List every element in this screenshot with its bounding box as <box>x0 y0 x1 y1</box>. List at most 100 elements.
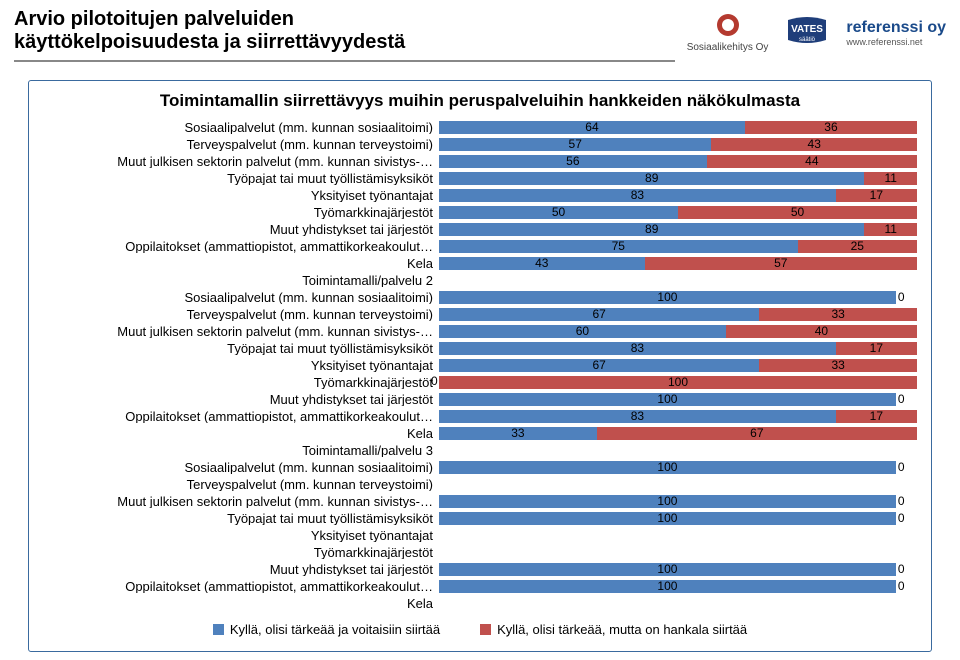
bar-segment-b: 44 <box>707 155 917 168</box>
bar-segment-b: 0 <box>896 495 917 508</box>
bar-area: 8911 <box>439 172 917 185</box>
row-label: Oppilaitokset (ammattiopistot, ammattiko… <box>43 580 439 594</box>
bar-segment-a: 83 <box>439 342 836 355</box>
chart-section-label: Terveyspalvelut (mm. kunnan terveystoimi… <box>43 476 917 493</box>
chart-row: Oppilaitokset (ammattiopistot, ammattiko… <box>43 578 917 595</box>
bar-area: 1000 <box>439 580 917 593</box>
bar-area: 6733 <box>439 308 917 321</box>
chart-row: Työmarkkinajärjestöt5050 <box>43 204 917 221</box>
chart-row: Yksityiset työnantajat8317 <box>43 187 917 204</box>
logo-sosiaalikehitys: Sosiaalikehitys Oy <box>687 12 769 53</box>
bar-area: 8911 <box>439 223 917 236</box>
logo-row: Sosiaalikehitys Oy VATESsäätiö referenss… <box>687 8 946 53</box>
chart-row: Terveyspalvelut (mm. kunnan terveystoimi… <box>43 136 917 153</box>
row-label: Työpajat tai muut työllistämisyksiköt <box>43 172 439 186</box>
chart-row: Sosiaalipalvelut (mm. kunnan sosiaalitoi… <box>43 119 917 136</box>
bar-area: 8317 <box>439 410 917 423</box>
chart-row: Muut yhdistykset tai järjestöt8911 <box>43 221 917 238</box>
chart-row: Yksityiset työnantajat6733 <box>43 357 917 374</box>
bar-area: 1000 <box>439 461 917 474</box>
bar-area: 1000 <box>439 495 917 508</box>
bar-segment-b: 50 <box>678 206 917 219</box>
bar-segment-b: 11 <box>864 223 917 236</box>
bar-segment-a: 50 <box>439 206 678 219</box>
title-underline <box>14 60 675 62</box>
page-title: Arvio pilotoitujen palveluiden käyttökel… <box>14 8 675 54</box>
chart-section-label: Toimintamalli/palvelu 2 <box>43 272 917 289</box>
bar-area: 7525 <box>439 240 917 253</box>
row-label: Työpajat tai muut työllistämisyksiköt <box>43 342 439 356</box>
logo3-text: referenssi oy <box>846 19 946 37</box>
logo1-text: Sosiaalikehitys Oy <box>687 42 769 53</box>
bar-segment-b: 0 <box>896 580 917 593</box>
bar-area <box>439 274 917 287</box>
bar-segment-b: 33 <box>759 308 917 321</box>
bar-area: 6436 <box>439 121 917 134</box>
bar-segment-a: 100 <box>439 580 896 593</box>
row-label: Yksityiset työnantajat <box>43 529 439 543</box>
chart-row: Muut julkisen sektorin palvelut (mm. kun… <box>43 493 917 510</box>
bar-area <box>439 529 917 542</box>
chart-row: Muut yhdistykset tai järjestöt1000 <box>43 561 917 578</box>
legend-item-a: Kyllä, olisi tärkeää ja voitaisiin siirt… <box>213 622 440 637</box>
row-label: Työmarkkinajärjestöt <box>43 546 439 560</box>
bar-segment-b: 0 <box>896 563 917 576</box>
row-label: Kela <box>43 257 439 271</box>
bar-segment-a: 100 <box>439 393 896 406</box>
row-label: Sosiaalipalvelut (mm. kunnan sosiaalitoi… <box>43 461 439 475</box>
chart-row: Sosiaalipalvelut (mm. kunnan sosiaalitoi… <box>43 289 917 306</box>
bar-area: 5050 <box>439 206 917 219</box>
row-label: Oppilaitokset (ammattiopistot, ammattiko… <box>43 410 439 424</box>
row-label: Terveyspalvelut (mm. kunnan terveystoimi… <box>43 138 439 152</box>
legend-swatch-a <box>213 624 224 635</box>
bar-segment-a: 100 <box>439 495 896 508</box>
bar-segment-a: 60 <box>439 325 726 338</box>
bar-segment-a: 67 <box>439 308 759 321</box>
row-label: Yksityiset työnantajat <box>43 359 439 373</box>
legend-item-b: Kyllä, olisi tärkeää, mutta on hankala s… <box>480 622 747 637</box>
bar-segment-b: 0 <box>896 393 917 406</box>
bar-segment-b: 36 <box>745 121 917 134</box>
bar-area: 6040 <box>439 325 917 338</box>
row-label: Toimintamalli/palvelu 3 <box>43 444 439 458</box>
bar-segment-b: 17 <box>836 410 917 423</box>
page-header: Arvio pilotoitujen palveluiden käyttökel… <box>0 0 960 62</box>
bar-segment-b: 25 <box>798 240 918 253</box>
row-label: Muut yhdistykset tai järjestöt <box>43 223 439 237</box>
bar-segment-a: 100 <box>439 461 896 474</box>
row-label: Sosiaalipalvelut (mm. kunnan sosiaalitoi… <box>43 121 439 135</box>
bar-segment-a: 100 <box>439 512 896 525</box>
bar-segment-a: 64 <box>439 121 745 134</box>
chart-rows: Sosiaalipalvelut (mm. kunnan sosiaalitoi… <box>43 119 917 612</box>
bar-segment-b: 33 <box>759 359 917 372</box>
chart-row: Sosiaalipalvelut (mm. kunnan sosiaalitoi… <box>43 459 917 476</box>
row-label: Terveyspalvelut (mm. kunnan terveystoimi… <box>43 478 439 492</box>
chart-section-label: Toimintamalli/palvelu 3 <box>43 442 917 459</box>
row-label: Kela <box>43 427 439 441</box>
bar-segment-b: 57 <box>645 257 917 270</box>
logo3-sub: www.referenssi.net <box>846 37 922 47</box>
legend-swatch-b <box>480 624 491 635</box>
chart-row: Terveyspalvelut (mm. kunnan terveystoimi… <box>43 306 917 323</box>
bar-segment-b: 0 <box>896 291 917 304</box>
bar-area: 3367 <box>439 427 917 440</box>
chart-row: Oppilaitokset (ammattiopistot, ammattiko… <box>43 238 917 255</box>
row-label: Muut yhdistykset tai järjestöt <box>43 393 439 407</box>
row-label: Työpajat tai muut työllistämisyksiköt <box>43 512 439 526</box>
bar-segment-b: 11 <box>864 172 917 185</box>
bar-area: 1000 <box>439 393 917 406</box>
logo-vates: VATESsäätiö <box>782 16 832 50</box>
logo-referenssi: referenssi oy www.referenssi.net <box>846 19 946 47</box>
row-label: Työmarkkinajärjestöt <box>43 376 439 390</box>
bar-area: 1000 <box>439 291 917 304</box>
bar-area <box>439 444 917 457</box>
bar-area: 8317 <box>439 342 917 355</box>
chart-row: Muut julkisen sektorin palvelut (mm. kun… <box>43 323 917 340</box>
chart-row: Oppilaitokset (ammattiopistot, ammattiko… <box>43 408 917 425</box>
bar-segment-b: 0 <box>896 461 917 474</box>
row-label: Kela <box>43 597 439 611</box>
chart-row: Työpajat tai muut työllistämisyksiköt891… <box>43 170 917 187</box>
chart-frame: Toimintamallin siirrettävyys muihin peru… <box>28 80 932 652</box>
bar-segment-a: 89 <box>439 223 864 236</box>
chart-section-label: Työmarkkinajärjestöt <box>43 544 917 561</box>
